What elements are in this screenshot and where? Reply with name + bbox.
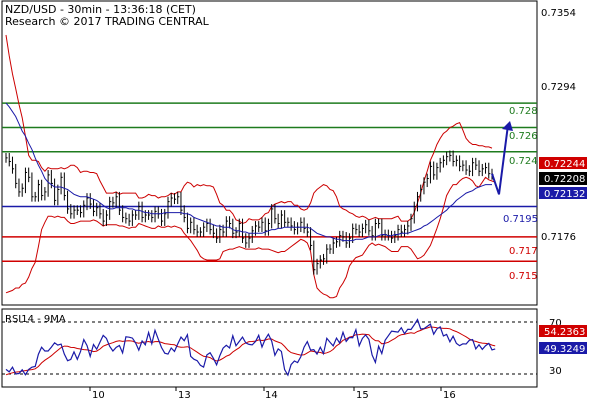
chart-title: NZD/USD - 30min - 13:36:18 (CET) xyxy=(5,3,196,16)
x-tick-label: 16 xyxy=(443,390,456,400)
level-label: 0.724 xyxy=(509,156,538,167)
level-label: 0.717 xyxy=(509,246,538,257)
rsi-ma-line xyxy=(5,326,496,376)
upper-band-line xyxy=(5,34,493,225)
price-tick-label: 0.7294 xyxy=(541,82,576,93)
moving-average xyxy=(5,102,492,242)
rsi-tick-label: 30 xyxy=(549,366,562,377)
price-badge-blue xyxy=(539,187,587,199)
price-tick-label: 0.7176 xyxy=(541,232,576,243)
price-bars xyxy=(5,150,494,275)
moving-average-line xyxy=(5,102,492,242)
forecast-arrow xyxy=(491,121,513,195)
rsi-title: RSI14 - 9MA xyxy=(5,314,66,325)
price-badge-black-text: 0.72208 xyxy=(544,174,585,185)
price-badge-red xyxy=(539,157,587,169)
rsi-badge-blue xyxy=(539,342,587,354)
price-badge-black xyxy=(539,172,587,185)
price-panel-frame xyxy=(1,0,538,306)
rsi-tick-label: 70 xyxy=(549,318,562,329)
level-label: 0.7195 xyxy=(503,214,538,225)
x-tick-label: 10 xyxy=(92,390,105,400)
level-label: 0.715 xyxy=(509,271,538,282)
forecast-arrow-head xyxy=(502,121,513,132)
rsi-badge-red xyxy=(539,325,587,337)
level-label: 0.728 xyxy=(509,106,538,117)
rsi-line xyxy=(5,318,496,377)
bollinger-bands xyxy=(5,34,496,299)
rsi-lines xyxy=(2,318,537,377)
price-tick-label: 0.7354 xyxy=(541,8,576,19)
level-label: 0.726 xyxy=(509,131,538,142)
x-tick-label: 13 xyxy=(178,390,191,400)
chart-subtitle: Research © 2017 TRADING CENTRAL xyxy=(5,15,210,28)
price-badge-red-text: 0.72244 xyxy=(544,159,585,170)
rsi-badge-red-text: 54.2363 xyxy=(544,327,585,338)
rsi-badge-blue-text: 49.3249 xyxy=(544,344,585,355)
forecast-arrow-line xyxy=(491,124,509,195)
rsi-panel-frame xyxy=(1,308,538,388)
x-tick-label: 14 xyxy=(265,390,278,400)
price-badge-blue-text: 0.72132 xyxy=(544,189,585,200)
support-resistance-levels xyxy=(2,102,537,262)
lower-band-line xyxy=(5,176,496,299)
x-tick-label: 15 xyxy=(356,390,369,400)
